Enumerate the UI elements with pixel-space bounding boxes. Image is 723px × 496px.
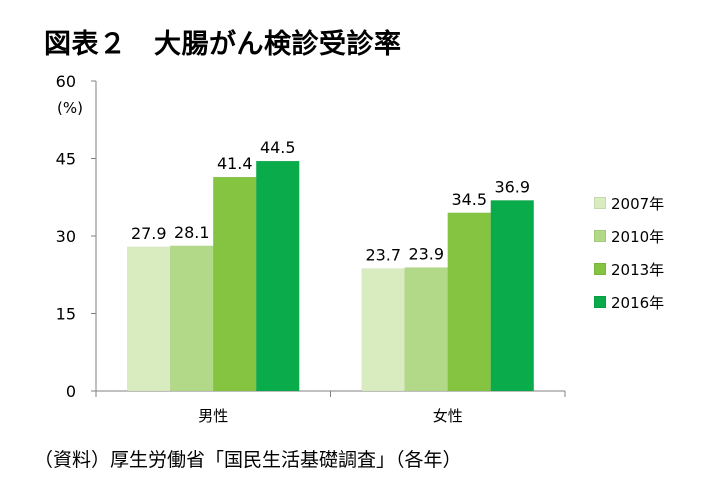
legend-swatch <box>594 263 606 275</box>
data-label: 44.5 <box>260 138 296 157</box>
legend-label: 2010年 <box>611 227 665 246</box>
bar <box>447 212 491 392</box>
legend-label: 2013年 <box>611 260 665 279</box>
legend-item: 2013年 <box>594 260 665 279</box>
y-tick-label: 60 <box>56 72 76 91</box>
bar <box>490 200 534 392</box>
x-category-label: 女性 <box>433 407 463 425</box>
legend-swatch <box>594 197 606 209</box>
legend-item: 2007年 <box>594 194 665 213</box>
bar <box>256 160 300 392</box>
legend-swatch <box>594 230 606 242</box>
data-label: 28.1 <box>174 223 210 242</box>
y-unit-label: (%) <box>57 99 83 117</box>
bar <box>127 246 171 392</box>
data-label: 23.9 <box>408 245 444 264</box>
x-category-label: 男性 <box>198 407 228 425</box>
legend-swatch <box>594 296 606 308</box>
data-labels: 27.9 28.1 41.4 44.5 23.7 23.9 34.5 36.9 <box>131 138 530 264</box>
y-tick-label: 15 <box>56 305 76 324</box>
source-note: （資料）厚生労働省「国民生活基礎調査」（各年） <box>34 449 462 471</box>
data-label: 34.5 <box>451 190 487 209</box>
legend-label: 2007年 <box>611 194 665 213</box>
legend-item: 2016年 <box>594 293 665 312</box>
data-label: 27.9 <box>131 224 167 243</box>
data-label: 23.7 <box>365 246 401 265</box>
bar <box>361 268 405 392</box>
y-tick-label: 0 <box>66 382 76 401</box>
data-label: 41.4 <box>217 154 253 173</box>
bar <box>404 267 448 392</box>
y-tick-label: 45 <box>56 150 76 169</box>
legend-label: 2016年 <box>611 293 665 312</box>
axes: 0 15 30 45 60 (%) 男性 女性 <box>56 72 566 425</box>
bar <box>213 176 257 392</box>
legend-item: 2010年 <box>594 227 665 246</box>
data-label: 36.9 <box>494 177 530 196</box>
bar <box>170 245 214 392</box>
chart-title: 図表２ 大腸がん検診受診率 <box>44 29 402 60</box>
bars <box>127 160 534 392</box>
y-tick-label: 30 <box>56 227 76 246</box>
